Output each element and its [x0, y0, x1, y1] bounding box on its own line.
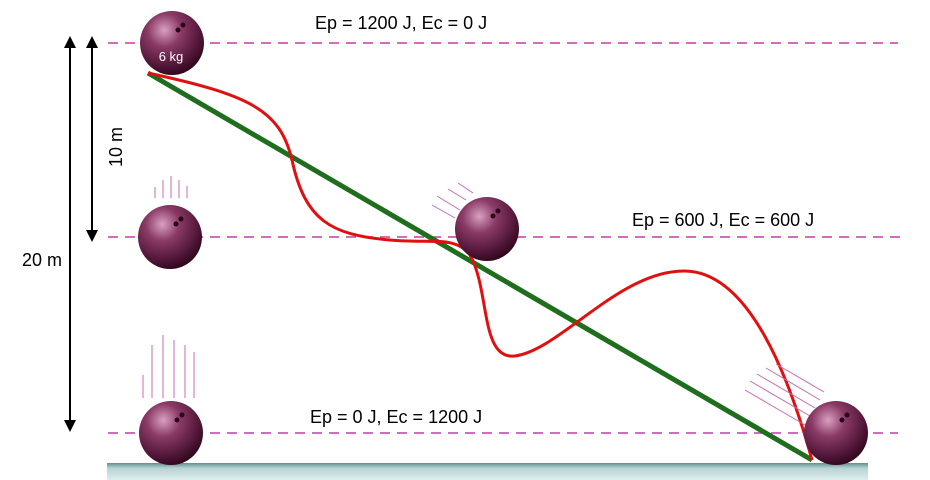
height-label: 20 m: [22, 250, 62, 270]
incline: [148, 73, 812, 460]
ball: [139, 401, 203, 465]
balls: [138, 11, 868, 465]
ball: [455, 197, 519, 261]
diagram: 6 kg Ep = 1200 J, Ec = 0 J Ep = 600 J, E…: [0, 0, 930, 480]
ball-mass: 6 kg: [159, 49, 184, 64]
ball: [140, 11, 204, 75]
energy-label: Ep = 1200 J, Ec = 0 J: [315, 13, 487, 33]
ground: [107, 463, 868, 480]
energy-label: Ep = 600 J, Ec = 600 J: [632, 210, 814, 230]
energy-label: Ep = 0 J, Ec = 1200 J: [310, 407, 482, 427]
height-label: 10 m: [106, 127, 126, 167]
ball: [138, 205, 202, 269]
ball: [804, 401, 868, 465]
